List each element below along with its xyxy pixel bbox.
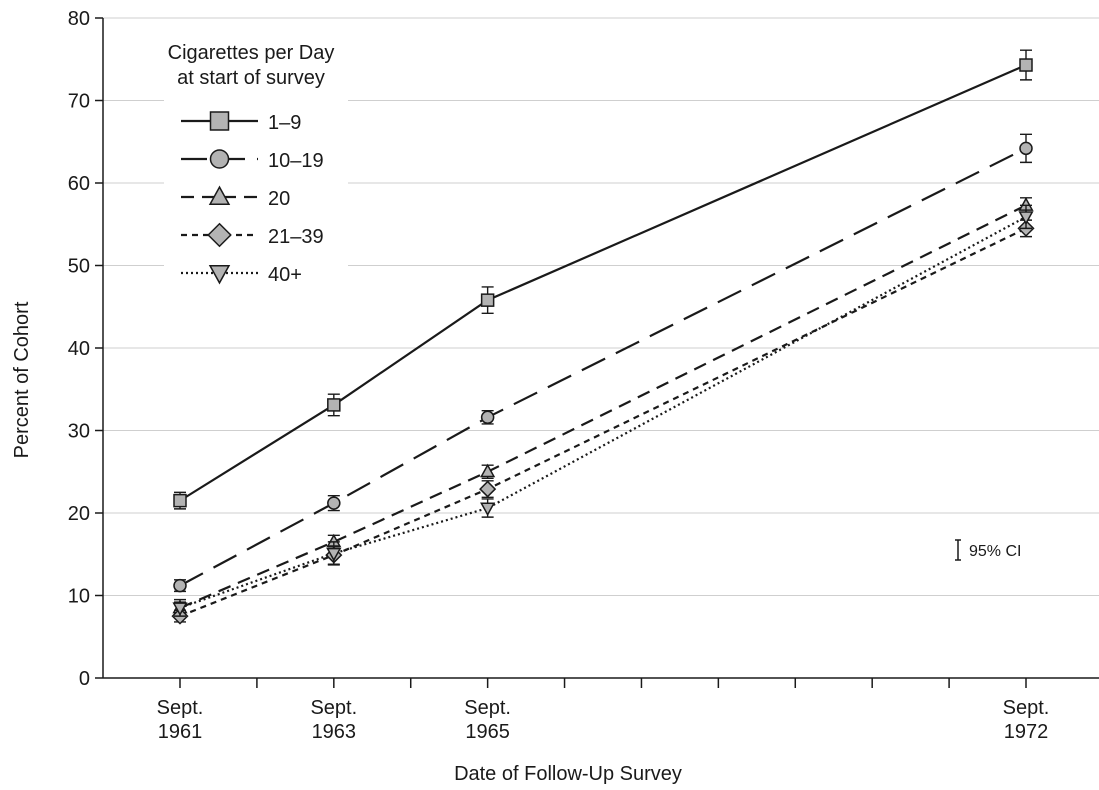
data-point <box>173 493 187 508</box>
y-tick-label: 80 <box>68 8 90 30</box>
ci-sample-bar <box>955 539 961 561</box>
y-tick-label: 20 <box>68 503 90 525</box>
y-tick-label: 10 <box>68 586 90 608</box>
data-point <box>479 480 497 498</box>
legend-entry-5: 40+ <box>181 264 302 286</box>
data-point <box>1019 141 1033 156</box>
legend-items: 1–9 10–19 20 21–39 40+ <box>181 111 324 286</box>
legend-label: 1–9 <box>268 112 301 134</box>
x-tick-label-year: 1972 <box>1004 721 1049 743</box>
legend-swatch-marker <box>208 185 231 205</box>
series-line <box>179 147 1027 587</box>
data-point <box>326 547 342 562</box>
legend-label: 10–19 <box>268 150 324 172</box>
data-point <box>327 398 341 412</box>
data-point <box>480 463 496 478</box>
legend-label: 20 <box>268 188 290 210</box>
legend-swatch-marker <box>208 265 231 285</box>
data-point <box>173 578 187 593</box>
legend-title-line2: at start of survey <box>177 67 325 89</box>
legend-swatch-marker <box>209 149 230 169</box>
series-line <box>179 204 1027 609</box>
legend: Cigarettes per Day at start of survey 1–… <box>136 30 368 286</box>
x-tick-label-year: 1965 <box>465 721 510 743</box>
x-tick-label-year: 1963 <box>312 721 357 743</box>
legend-entry-3: 20 <box>181 185 290 210</box>
legend-background-items <box>164 92 348 274</box>
legend-swatch-marker <box>209 111 230 131</box>
series-1 <box>173 49 1033 510</box>
data-point <box>480 502 496 517</box>
series-line <box>179 227 1027 618</box>
ci-annotation: 95% CI <box>955 539 1021 561</box>
legend-entry-4: 21–39 <box>181 222 324 248</box>
legend-swatch-marker <box>207 222 232 248</box>
data-point <box>327 496 341 510</box>
y-tick-label: 60 <box>68 173 90 195</box>
y-tick-label: 40 <box>68 338 90 360</box>
x-tick-label-month: Sept. <box>157 697 204 719</box>
legend-entry-1: 1–9 <box>181 111 301 134</box>
series-5 <box>172 204 1034 617</box>
series-group <box>171 49 1035 625</box>
x-tick-label-month: Sept. <box>310 697 357 719</box>
legend-background <box>136 30 368 92</box>
x-tick-label-month: Sept. <box>464 697 511 719</box>
y-axis-title: Percent of Cohort <box>11 301 33 458</box>
legend-label: 40+ <box>268 264 302 286</box>
ci-label: 95% CI <box>969 543 1021 560</box>
x-axis-title: Date of Follow-Up Survey <box>454 763 682 785</box>
data-point <box>1018 211 1034 225</box>
legend-label: 21–39 <box>268 226 324 248</box>
x-tick-label-year: 1961 <box>158 721 203 743</box>
series-line <box>179 215 1027 609</box>
y-tick-label: 30 <box>68 421 90 443</box>
legend-entry-2: 10–19 <box>181 149 324 172</box>
series-line <box>179 64 1027 502</box>
y-tick-label: 70 <box>68 91 90 113</box>
data-point <box>480 410 495 425</box>
axes: 01020304050607080Sept.1961Sept.1963Sept.… <box>68 8 1099 743</box>
x-tick-label-month: Sept. <box>1003 697 1050 719</box>
y-tick-label: 0 <box>79 668 90 690</box>
legend-title-line1: Cigarettes per Day <box>168 42 335 64</box>
series-2 <box>173 133 1033 593</box>
data-point <box>480 293 495 307</box>
data-point <box>1019 58 1033 72</box>
y-tick-label: 50 <box>68 256 90 278</box>
data-point <box>172 602 188 617</box>
